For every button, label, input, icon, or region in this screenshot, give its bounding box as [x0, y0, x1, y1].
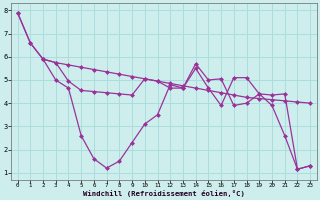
X-axis label: Windchill (Refroidissement éolien,°C): Windchill (Refroidissement éolien,°C): [83, 190, 245, 197]
